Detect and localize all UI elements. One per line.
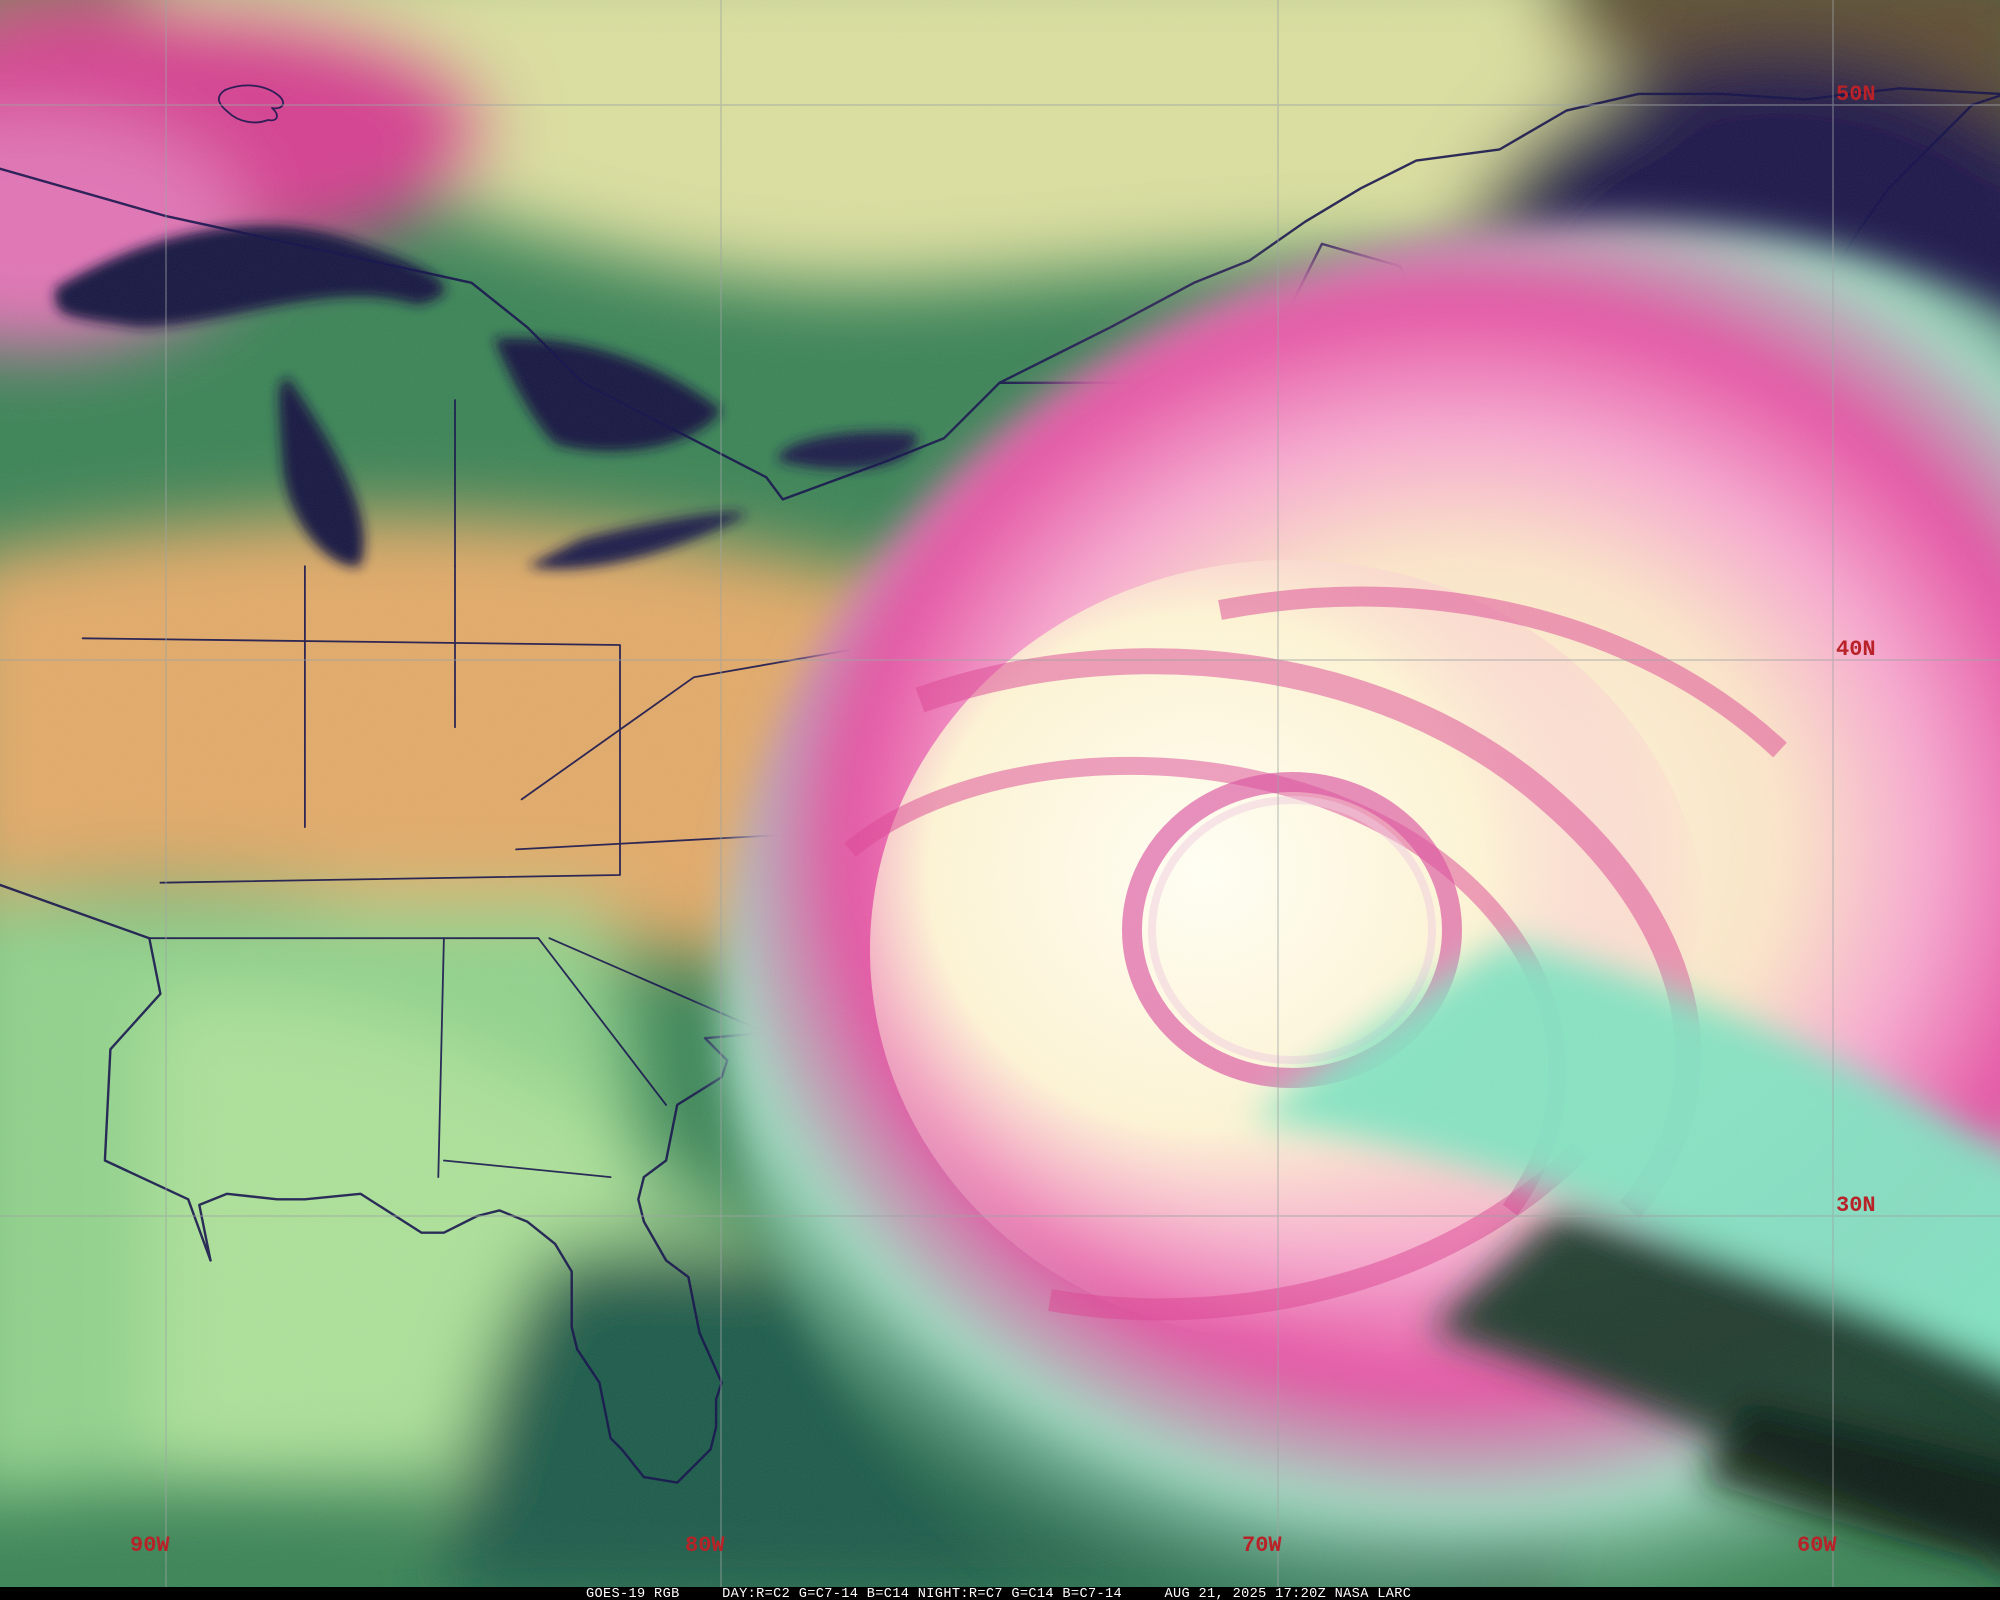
svg-text:GOES-19 RGB DAY:R=C2 G=C7-: GOES-19 RGB DAY:R=C2 G=C7-14 B=C14 NIGHT… bbox=[586, 1587, 1411, 1600]
